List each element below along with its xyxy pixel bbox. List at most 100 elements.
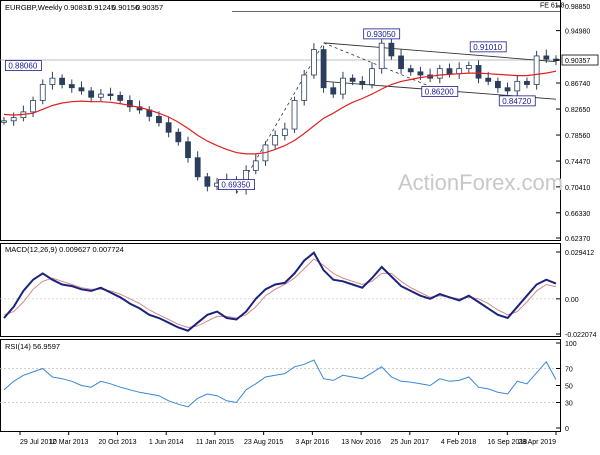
price-candle-body — [524, 80, 530, 85]
price-candle-body — [39, 84, 46, 101]
macd-y-tick-label: 0.00 — [565, 297, 579, 304]
price-candle-body — [398, 55, 404, 70]
price-candle-body — [330, 87, 337, 95]
annotation-box — [218, 179, 255, 191]
rsi-y-tick-label: 100 — [565, 341, 577, 348]
price-candle-body — [436, 68, 443, 79]
price-candle-body — [252, 160, 259, 171]
price-candle-body — [126, 100, 133, 108]
annotation-label: 0.91010 — [473, 43, 502, 52]
x-tick-label: 23 Aug 2015 — [244, 439, 283, 446]
x-tick-label: 20 Oct 2013 — [98, 439, 136, 446]
annotation-label: 0.88060 — [8, 62, 37, 71]
price-panel-title: EURGBP,Weekly — [5, 3, 62, 12]
rsi-y-tick-label: 30 — [565, 401, 573, 408]
price-candle-body — [504, 87, 511, 92]
rsi-line — [3, 359, 557, 408]
x-tick-label: 13 Nov 2016 — [341, 439, 381, 446]
price-candle-body — [446, 68, 453, 75]
price-candle-body — [514, 80, 521, 92]
price-candle-body — [30, 100, 36, 113]
price-candle-body — [272, 135, 279, 146]
price-y-tick-label: 0.98850 — [565, 4, 590, 11]
price-candle-body — [485, 77, 492, 82]
price-candle-body — [465, 65, 472, 70]
x-tick-label: 28 Apr 2019 — [518, 439, 556, 446]
price-candle-body — [194, 157, 201, 178]
price-y-tick-label: 0.94980 — [565, 29, 590, 36]
price-ohlc-open: 0.90831 — [64, 3, 91, 12]
watermark-text: ActionForex.com — [398, 170, 563, 195]
price-candle-body — [407, 68, 414, 73]
x-tick-label: 25 Jun 2017 — [391, 439, 430, 446]
price-panel-frame — [0, 0, 561, 241]
price-candle-body — [456, 68, 463, 75]
annotation-box — [469, 41, 507, 53]
rsi-y-tick-label: 50 — [565, 384, 573, 391]
price-y-tick-label: 0.70410 — [565, 185, 590, 192]
price-candle-body — [175, 131, 182, 143]
price-candle-body — [185, 141, 191, 159]
x-tick-label: 3 Apr 2016 — [295, 439, 329, 446]
price-y-tick-label: 0.86740 — [565, 81, 590, 88]
price-candle-body — [475, 65, 482, 79]
price-candle-body — [533, 55, 540, 85]
macd-panel-frame — [0, 243, 561, 337]
fib-level-label: FE 61.8 — [540, 2, 565, 9]
rsi-y-tick-label: 0 — [565, 426, 569, 433]
macd-panel-title: MACD(12,26,9) 0.009627 0.007724 — [5, 245, 124, 254]
price-candle-body — [310, 49, 317, 76]
x-tick-label: 10 Mar 2013 — [49, 439, 88, 446]
annotation-box — [4, 60, 42, 72]
annotation-box — [498, 95, 536, 107]
x-tick-label: 11 Jan 2015 — [196, 439, 234, 446]
last-price-label: 0.90357 — [565, 58, 590, 65]
annotation-box — [363, 28, 401, 40]
price-candle-body — [49, 77, 56, 85]
price-candle-body — [68, 84, 75, 89]
price-y-tick-label: 0.62370 — [565, 236, 590, 243]
channel-upper-line — [323, 42, 557, 63]
price-y-tick-label: 0.66330 — [565, 211, 590, 218]
price-ohlc-low: 0.90156 — [112, 3, 139, 12]
price-candle-body — [59, 77, 66, 85]
x-tick-label: 16 Sep 2018 — [487, 439, 527, 446]
price-candle-body — [388, 42, 395, 57]
price-candle-body — [378, 42, 385, 70]
price-candle-body — [156, 115, 162, 124]
price-candle-body — [494, 80, 501, 89]
price-candle-body — [10, 117, 17, 122]
price-candle-body — [97, 93, 104, 98]
annotation-box — [421, 86, 459, 97]
price-candle-body — [417, 71, 424, 76]
price-candle-body — [281, 128, 288, 136]
macd-line — [3, 251, 557, 332]
price-y-tick-label: 0.74470 — [565, 159, 590, 166]
price-candle-body — [349, 77, 356, 82]
x-tick-label: 1 Jun 2014 — [149, 439, 184, 446]
price-candle-body — [320, 49, 327, 89]
macd-y-tick-label: 0.029412 — [565, 250, 594, 257]
price-ohlc-close: 0.90357 — [136, 3, 163, 12]
price-candle-body — [1, 120, 7, 123]
price-candle-body — [369, 68, 375, 85]
macd-y-tick-label: -0.022074 — [565, 332, 597, 339]
x-tick-label: 4 Feb 2018 — [441, 439, 477, 446]
rsi-panel-title: RSI(14) 56.9597 — [5, 342, 60, 351]
price-candle-body — [543, 55, 550, 60]
price-y-tick-label: 0.82650 — [565, 107, 590, 114]
price-y-tick-label: 0.78560 — [565, 133, 590, 140]
rsi-y-tick-label: 70 — [565, 367, 573, 374]
price-ohlc-high: 0.91245 — [88, 3, 115, 12]
price-candle-body — [107, 93, 114, 96]
price-candle-body — [301, 74, 308, 101]
price-candle-body — [291, 100, 298, 130]
macd-signal-line — [3, 258, 557, 329]
price-candle-body — [340, 77, 346, 95]
price-candle-body — [359, 80, 366, 85]
last-price-box — [561, 54, 599, 66]
trend-dashed-line — [236, 42, 324, 194]
moving-average-line — [3, 70, 557, 155]
